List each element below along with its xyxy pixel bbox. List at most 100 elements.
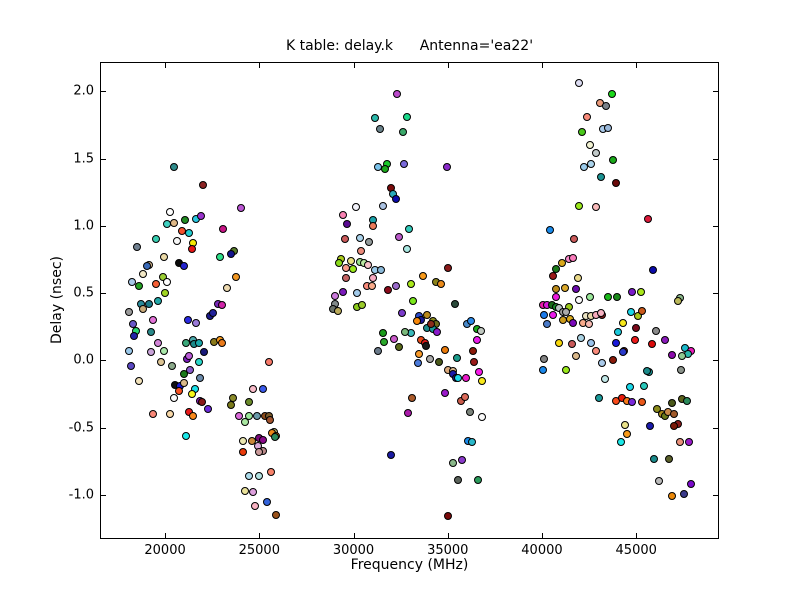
data-point	[668, 399, 677, 408]
data-point	[626, 383, 635, 392]
data-point	[376, 124, 385, 133]
data-point	[165, 410, 174, 419]
data-point	[650, 454, 659, 463]
data-point	[400, 159, 409, 168]
data-point	[226, 250, 235, 259]
data-point	[413, 317, 422, 326]
data-point	[628, 287, 637, 296]
data-point	[347, 256, 356, 265]
data-point	[368, 282, 377, 291]
data-point	[640, 381, 649, 390]
data-point	[619, 348, 628, 357]
x-tick-mark	[353, 63, 355, 68]
data-point	[168, 361, 177, 370]
data-point	[154, 297, 163, 306]
data-point	[191, 318, 200, 327]
data-point	[349, 264, 358, 273]
data-point	[240, 486, 249, 495]
x-tick-mark	[259, 533, 261, 538]
data-point	[473, 476, 482, 485]
data-point	[401, 328, 410, 337]
data-point	[560, 283, 569, 292]
data-point	[159, 272, 167, 281]
data-point	[264, 357, 273, 366]
data-point	[452, 353, 461, 362]
data-point	[551, 285, 560, 294]
data-point	[217, 338, 226, 347]
data-point	[399, 127, 408, 136]
y-tick-mark	[101, 360, 106, 362]
data-point	[415, 349, 424, 358]
data-point	[198, 398, 206, 407]
data-point	[586, 141, 595, 150]
data-point	[356, 233, 365, 242]
y-tick-mark	[713, 427, 718, 429]
data-point	[238, 437, 247, 446]
data-point	[575, 79, 584, 88]
data-point	[165, 208, 174, 217]
data-point	[638, 306, 647, 315]
data-point	[357, 247, 366, 256]
data-point	[218, 224, 227, 233]
data-point	[152, 235, 161, 244]
data-point	[358, 301, 367, 310]
data-point	[254, 472, 263, 481]
data-point	[627, 307, 636, 316]
data-point	[670, 422, 679, 431]
data-point	[548, 310, 557, 319]
data-point	[125, 307, 134, 316]
data-point	[557, 259, 566, 268]
data-point	[270, 433, 279, 442]
data-point	[175, 387, 184, 396]
data-point	[649, 266, 658, 275]
data-point	[468, 346, 477, 355]
data-point	[387, 450, 396, 459]
x-tick-mark	[541, 63, 543, 68]
data-point	[199, 348, 208, 357]
data-point	[578, 127, 587, 136]
data-point	[342, 274, 351, 283]
data-point	[353, 289, 362, 298]
data-point	[597, 309, 606, 318]
data-point	[188, 244, 197, 253]
data-point	[157, 357, 166, 366]
data-point	[670, 410, 679, 419]
data-point	[577, 333, 586, 342]
data-point	[538, 365, 547, 374]
data-point	[652, 326, 661, 335]
y-tick-mark	[101, 225, 106, 227]
data-point	[125, 346, 134, 355]
data-point	[395, 232, 404, 241]
data-point	[252, 411, 261, 420]
x-tick-label: 35000	[427, 543, 469, 558]
data-point	[258, 435, 267, 444]
data-point	[365, 237, 374, 246]
data-point	[648, 340, 657, 349]
data-point	[466, 317, 475, 326]
data-point	[339, 211, 348, 220]
data-point	[343, 220, 352, 229]
data-point	[395, 342, 404, 351]
data-point	[665, 454, 674, 463]
data-point	[668, 492, 677, 501]
data-point	[341, 235, 350, 244]
data-point	[628, 398, 637, 407]
data-point	[188, 390, 197, 399]
data-point	[407, 279, 415, 288]
data-point	[540, 310, 549, 319]
data-point	[250, 501, 259, 510]
data-point	[222, 283, 231, 292]
data-point	[240, 418, 249, 427]
data-point	[179, 369, 188, 378]
data-point	[154, 338, 163, 347]
x-tick-mark	[636, 63, 638, 68]
data-point	[139, 270, 148, 279]
x-tick-label: 25000	[238, 543, 280, 558]
data-point	[609, 155, 618, 164]
y-tick-label: 2.0	[73, 83, 94, 99]
data-point	[572, 285, 581, 294]
data-point	[135, 282, 144, 291]
data-point	[226, 400, 235, 409]
y-tick-mark	[101, 427, 106, 429]
data-point	[339, 287, 348, 296]
